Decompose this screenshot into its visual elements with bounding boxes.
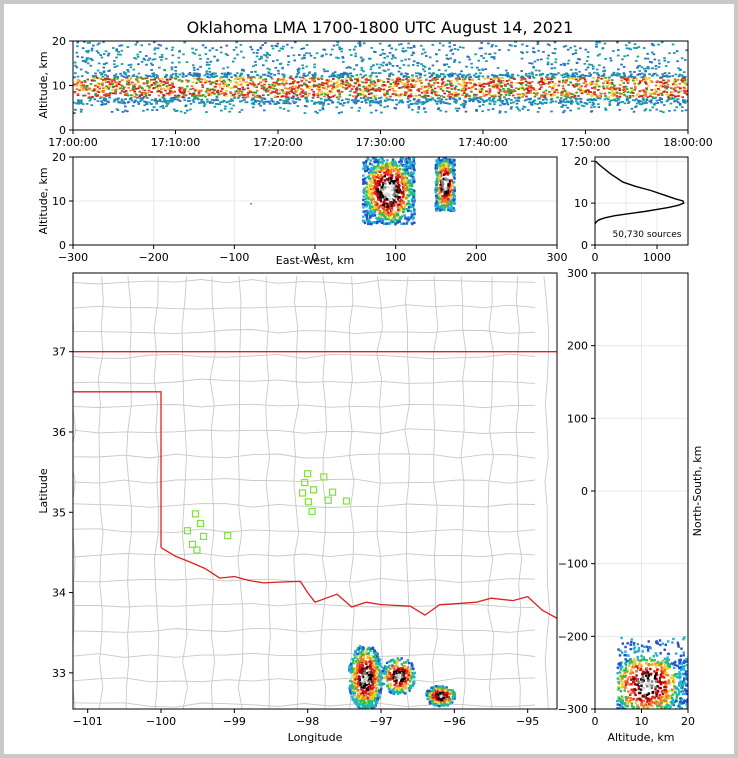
time-tick-label: 17:00:00 xyxy=(48,136,97,149)
ew-xlabel: East-West, km xyxy=(276,254,354,267)
ns-ytick: 0 xyxy=(581,485,588,498)
figure-frame: Oklahoma LMA 1700-1800 UTC August 14, 20… xyxy=(4,4,734,754)
time-tick-label: 17:30:00 xyxy=(356,136,405,149)
hist-ytick: 10 xyxy=(574,197,588,210)
latitude-tick: 36 xyxy=(52,426,66,439)
ns-source-cell xyxy=(616,636,688,709)
ns-xlabel: Altitude, km xyxy=(607,731,674,744)
latitude-tick: 34 xyxy=(52,587,66,600)
storm-source-cluster xyxy=(381,657,416,696)
source-count: 50,730 sources xyxy=(613,230,682,240)
lma-station-marker xyxy=(301,478,309,487)
ew-xtick: 0 xyxy=(312,251,319,264)
lma-station-marker xyxy=(197,519,205,528)
lma-station-marker xyxy=(188,540,197,548)
altitude-histogram-line xyxy=(594,160,685,225)
lma-station-marker xyxy=(329,488,337,496)
time-height-ytick: 10 xyxy=(52,80,66,93)
lma-station-marker xyxy=(191,510,200,518)
ew-source-cell xyxy=(434,157,457,213)
lma-figure: Oklahoma LMA 1700-1800 UTC August 14, 20… xyxy=(37,18,713,744)
lma-station-marker xyxy=(304,470,312,478)
lma-station-marker xyxy=(298,489,307,497)
time-tick-label: 17:20:00 xyxy=(253,136,302,149)
storm-source-cluster xyxy=(425,684,457,708)
plan-xlabel: Longitude xyxy=(288,731,343,744)
ew-xtick: 300 xyxy=(547,251,568,264)
plan-ylabel: Latitude xyxy=(37,468,50,514)
longitude-tick: −98 xyxy=(296,715,319,728)
time-height-ytick: 0 xyxy=(59,124,66,137)
latitude-tick: 35 xyxy=(52,506,66,519)
ns-xtick: 0 xyxy=(592,715,599,728)
ns-ytick: 100 xyxy=(567,412,588,425)
ew-altitude-panel: −300 −200 −100 0 100 200 300 0 10 20 Altitude, km… xyxy=(37,151,568,267)
ew-ytick: 0 xyxy=(59,239,66,252)
ew-ytick: 20 xyxy=(52,151,66,164)
longitude-tick: −99 xyxy=(223,715,246,728)
storm-source-cluster xyxy=(348,645,384,709)
time-tick-label: 17:40:00 xyxy=(458,136,507,149)
lma-station-marker xyxy=(308,507,316,516)
lma-station-marker xyxy=(342,497,351,505)
time-tick-label: 17:10:00 xyxy=(151,136,200,149)
ns-ytick: 300 xyxy=(567,267,588,280)
ew-xtick: −100 xyxy=(219,251,249,264)
time-height-ylabel: Altitude, km xyxy=(37,51,50,118)
lma-station-marker xyxy=(224,531,232,540)
lma-station-marker xyxy=(183,527,191,535)
north-south-label: North-South, km xyxy=(691,446,704,537)
longitude-tick: −97 xyxy=(369,715,392,728)
latitude-tick: 37 xyxy=(52,346,66,359)
longitude-tick: −96 xyxy=(443,715,466,728)
longitude-tick: −101 xyxy=(73,715,103,728)
lma-station-marker xyxy=(320,473,328,481)
figure-title: Oklahoma LMA 1700-1800 UTC August 14, 20… xyxy=(187,18,574,37)
latitude-tick: 33 xyxy=(52,667,66,680)
lma-station-marker xyxy=(199,532,208,540)
time-height-ytick: 20 xyxy=(52,35,66,48)
lma-station-marker xyxy=(193,546,201,554)
hist-ytick: 0 xyxy=(581,239,588,252)
ew-ylabel: Altitude, km xyxy=(37,167,50,234)
ew-xtick: −200 xyxy=(139,251,169,264)
ew-isolated-source xyxy=(250,203,252,205)
time-tick-label: 17:50:00 xyxy=(561,136,610,149)
ns-ytick: −300 xyxy=(558,703,588,716)
hist-xtick: 0 xyxy=(592,251,599,264)
state-boundaries xyxy=(73,351,557,619)
ns-ytick: −200 xyxy=(558,630,588,643)
ns-xtick: 10 xyxy=(635,715,649,728)
ns-altitude-panel: 300 200 100 0 −100 −200 −300 0 10 20 Altitude, km xyxy=(558,267,695,744)
lma-station-marker xyxy=(324,496,332,504)
ns-ytick: 200 xyxy=(567,340,588,353)
hist-xtick: 1000 xyxy=(643,251,671,264)
longitude-tick: −95 xyxy=(516,715,539,728)
ew-xtick: −300 xyxy=(58,251,88,264)
ew-ytick: 10 xyxy=(52,195,66,208)
ns-xtick: 20 xyxy=(681,715,695,728)
time-tick-label: 18:00:00 xyxy=(663,136,712,149)
hist-ytick: 20 xyxy=(574,155,588,168)
lma-station-marker xyxy=(309,486,318,494)
county-boundaries xyxy=(73,276,550,709)
time-height-panel: 17:00:00 17:10:00 17:20:00 17:30:00 17:40:00… xyxy=(37,35,713,149)
time-height-sources xyxy=(73,41,688,114)
ew-xtick: 200 xyxy=(466,251,487,264)
ns-ytick: −100 xyxy=(558,558,588,571)
longitude-tick: −100 xyxy=(146,715,176,728)
plan-view-panel: −101 −100 −99 −98 −97 −96 −95 33 34 35 36 37 Latitu… xyxy=(37,272,704,744)
altitude-histogram-panel: 0 10 20 0 1000 50,730 sources xyxy=(574,155,689,264)
ew-source-cell xyxy=(361,157,416,226)
ew-xtick: 100 xyxy=(385,251,406,264)
lma-station-marker xyxy=(304,498,312,506)
